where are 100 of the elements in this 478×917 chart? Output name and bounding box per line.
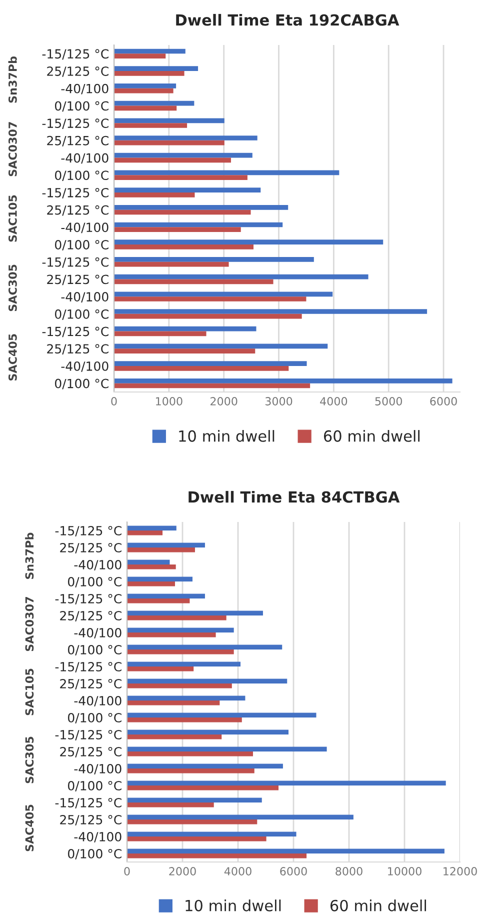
bar [114, 158, 231, 163]
bar [114, 296, 306, 302]
y-tick-label: 0/100 °C [54, 170, 108, 182]
text: SAC305 [25, 736, 34, 784]
y-tick-label: -40/100 [74, 832, 122, 842]
text: SAC105 [8, 195, 17, 242]
x-tick-label: 10000 [388, 867, 422, 876]
bar [114, 118, 224, 124]
text: Sn37Pb [25, 532, 34, 579]
text: SAC405 [8, 334, 17, 380]
bar [127, 628, 234, 632]
y-tick-label: -40/100 [74, 696, 122, 706]
bar [127, 548, 195, 552]
legend-label: 10 min dwell [179, 430, 274, 442]
x-tick-label: 0 [124, 867, 130, 876]
bar [127, 854, 307, 858]
bar [114, 366, 289, 371]
bar [114, 140, 224, 146]
bar [127, 768, 254, 774]
text: SAC105 [25, 668, 34, 716]
bar [114, 344, 328, 349]
bar [114, 292, 333, 297]
legend-label: 60 min dwell [330, 900, 426, 912]
text: Sn37Pb [8, 56, 17, 103]
bar [114, 331, 206, 336]
y-tick-label: 0/100 °C [68, 712, 122, 724]
x-tick-label: 6000 [280, 867, 307, 876]
bar [114, 48, 186, 54]
y-tick-label: -15/125 °C [55, 662, 122, 672]
bar [127, 712, 316, 718]
bar [114, 274, 368, 280]
bar [127, 764, 283, 768]
x-tick-label: 8000 [336, 867, 362, 876]
x-tick-label: 6000 [430, 397, 457, 406]
bar [114, 188, 261, 192]
bar [127, 560, 170, 564]
bar [114, 314, 302, 319]
bar [114, 326, 256, 332]
y-tick-label: 25/125 °C [47, 274, 108, 286]
bar [127, 650, 234, 654]
bar [127, 644, 282, 650]
bar [127, 666, 194, 672]
bar [114, 244, 254, 250]
x-tick-label: 4000 [224, 867, 252, 876]
bar [127, 530, 163, 536]
bar [114, 227, 241, 232]
y-tick-label: 25/125 °C [47, 136, 108, 146]
bar [114, 192, 195, 198]
y-tick-label: -40/100 [61, 222, 108, 234]
y-tick-label: -15/125 °C [42, 118, 108, 129]
bar [114, 348, 256, 354]
bar [127, 734, 222, 740]
bar [127, 616, 226, 620]
bar [127, 802, 214, 808]
bar [127, 610, 263, 616]
y-tick-label: 0/100 °C [68, 780, 122, 792]
y-tick-label: 0/100 °C [68, 576, 122, 588]
y-tick-label: 25/125 °C [47, 66, 108, 77]
bar [114, 123, 188, 128]
bar [114, 84, 176, 88]
chart-title: Dwell Time Eta 192CABGA [176, 14, 400, 26]
bar [114, 378, 452, 384]
bar [127, 730, 289, 734]
y-tick-label: -40/100 [61, 361, 108, 372]
bar [114, 257, 314, 262]
y-tick-label: -40/100 [61, 84, 108, 94]
bar [114, 210, 251, 215]
y-tick-label: 25/125 °C [60, 746, 122, 758]
bar [114, 54, 166, 59]
bar [114, 106, 177, 111]
bar [127, 576, 192, 582]
y-tick-label: -40/100 [61, 153, 108, 164]
x-tick-label: 5000 [375, 397, 402, 406]
bar [127, 752, 253, 756]
y-tick-label: -15/125 °C [55, 798, 122, 808]
bar [127, 786, 279, 790]
bar [114, 204, 288, 210]
legend-label: 60 min dwell [324, 430, 420, 442]
y-tick-label: -15/125 °C [55, 526, 122, 536]
x-tick-label: 2000 [210, 397, 238, 406]
bar [127, 662, 240, 666]
bar [114, 100, 194, 106]
y-tick-label: -15/125 °C [55, 730, 122, 740]
x-tick-label: 12000 [444, 867, 477, 876]
y-tick-label: 0/100 °C [68, 848, 122, 860]
bar [127, 678, 288, 684]
bar [114, 152, 252, 158]
bar [114, 136, 258, 140]
bar [114, 222, 283, 228]
bar [114, 309, 428, 314]
y-tick-label: -15/125 °C [42, 49, 108, 60]
y-tick-label: -40/100 [74, 764, 122, 774]
text: SAC0307 [25, 597, 34, 652]
bar [114, 262, 229, 267]
bar [127, 542, 205, 548]
text: SAC305 [8, 264, 17, 312]
y-tick-label: 25/125 °C [47, 205, 108, 216]
bar [127, 684, 232, 688]
bar [127, 696, 246, 700]
text: SAC405 [25, 804, 34, 852]
